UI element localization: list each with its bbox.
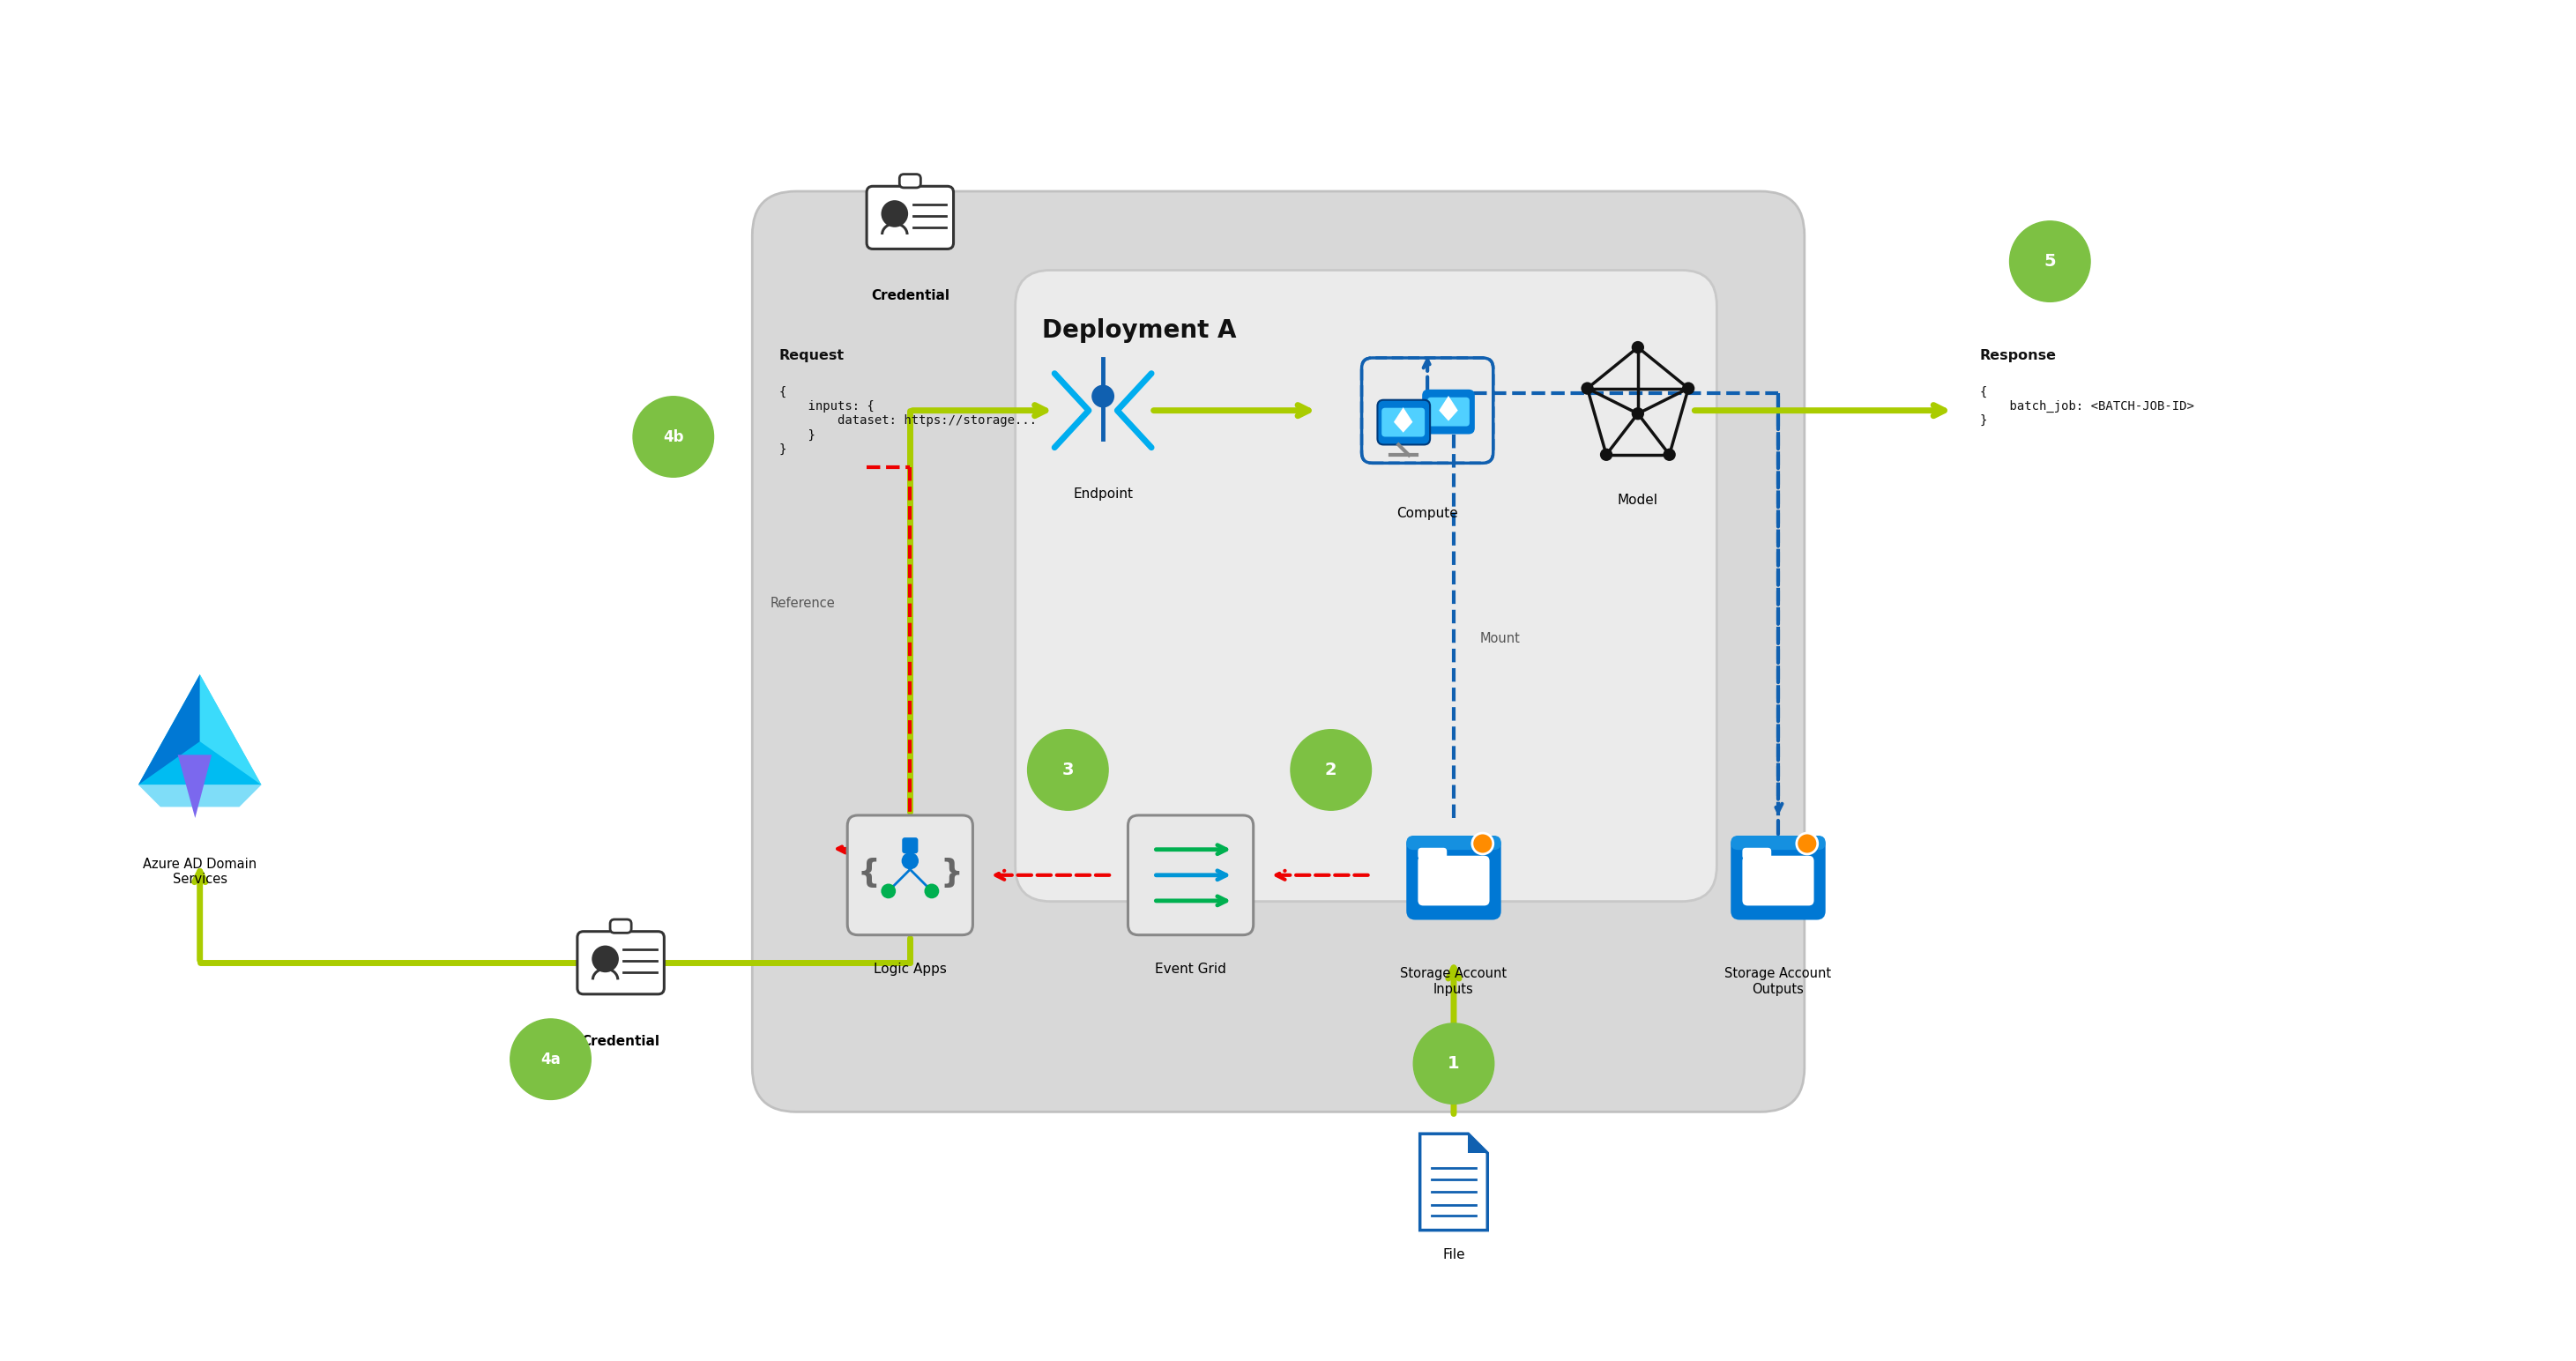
Polygon shape [139,674,201,785]
Text: File: File [1443,1248,1466,1260]
Circle shape [881,200,909,227]
FancyBboxPatch shape [1406,836,1502,920]
Text: Response: Response [1981,350,2056,362]
Circle shape [1682,382,1695,395]
Text: Logic Apps: Logic Apps [873,962,945,976]
FancyBboxPatch shape [611,920,631,932]
Text: Event Grid: Event Grid [1154,962,1226,976]
FancyBboxPatch shape [1427,397,1468,426]
FancyBboxPatch shape [1015,271,1716,901]
Circle shape [1600,448,1613,461]
Text: Azure AD Domain
Services: Azure AD Domain Services [142,857,258,886]
Circle shape [1795,833,1819,855]
Text: Storage Account
Outputs: Storage Account Outputs [1726,968,1832,996]
Circle shape [1631,407,1643,421]
Text: {
    batch_job: <BATCH-JOB-ID>
}: { batch_job: <BATCH-JOB-ID> } [1981,387,2195,427]
Text: Request: Request [778,350,845,362]
Circle shape [1582,382,1595,395]
FancyBboxPatch shape [1128,815,1255,935]
FancyBboxPatch shape [1381,408,1425,437]
FancyBboxPatch shape [899,174,920,188]
FancyBboxPatch shape [752,192,1803,1112]
Circle shape [1414,1023,1494,1104]
Text: 4a: 4a [541,1051,562,1067]
Circle shape [881,883,896,898]
FancyBboxPatch shape [1741,848,1772,859]
Circle shape [1471,833,1494,855]
FancyBboxPatch shape [1731,836,1826,849]
Circle shape [925,883,940,898]
Text: Endpoint: Endpoint [1074,487,1133,501]
Text: Credential: Credential [582,1034,659,1048]
Text: 2: 2 [1324,762,1337,778]
Circle shape [1631,342,1643,354]
Polygon shape [1394,407,1412,433]
FancyBboxPatch shape [866,186,953,249]
Text: {: { [858,857,881,887]
Circle shape [1291,729,1370,810]
Polygon shape [139,674,260,785]
Circle shape [510,1019,590,1100]
Circle shape [2009,220,2089,302]
Text: Credential: Credential [871,290,951,302]
Polygon shape [1419,1134,1486,1230]
FancyBboxPatch shape [1378,400,1430,445]
Polygon shape [139,785,260,807]
FancyBboxPatch shape [1417,856,1489,905]
Circle shape [902,852,920,870]
Text: 4b: 4b [662,429,683,445]
Text: 1: 1 [1448,1055,1461,1072]
Circle shape [634,396,714,478]
FancyBboxPatch shape [1422,389,1476,434]
FancyBboxPatch shape [1741,856,1814,905]
Circle shape [1664,448,1677,461]
Polygon shape [1468,1134,1486,1153]
Text: Model: Model [1618,494,1659,508]
Text: 3: 3 [1061,762,1074,778]
Text: }: } [940,857,963,887]
Text: Storage Account
Inputs: Storage Account Inputs [1401,968,1507,996]
Circle shape [592,946,618,973]
FancyBboxPatch shape [1731,836,1826,920]
Text: Compute: Compute [1396,506,1458,520]
FancyBboxPatch shape [1417,848,1448,859]
Circle shape [1028,729,1108,810]
FancyBboxPatch shape [902,837,917,853]
FancyBboxPatch shape [848,815,974,935]
FancyBboxPatch shape [577,931,665,994]
Text: 5: 5 [2043,253,2056,269]
Polygon shape [178,755,211,818]
Text: {
    inputs: {
        dataset: https://storage...
    }
}: { inputs: { dataset: https://storage... … [778,387,1038,456]
Polygon shape [201,674,260,785]
Circle shape [1092,385,1115,408]
Text: Deployment A: Deployment A [1041,318,1236,343]
Text: Mount: Mount [1481,632,1520,645]
Polygon shape [1440,396,1458,421]
FancyBboxPatch shape [1406,836,1502,849]
Text: Reference: Reference [770,596,835,610]
